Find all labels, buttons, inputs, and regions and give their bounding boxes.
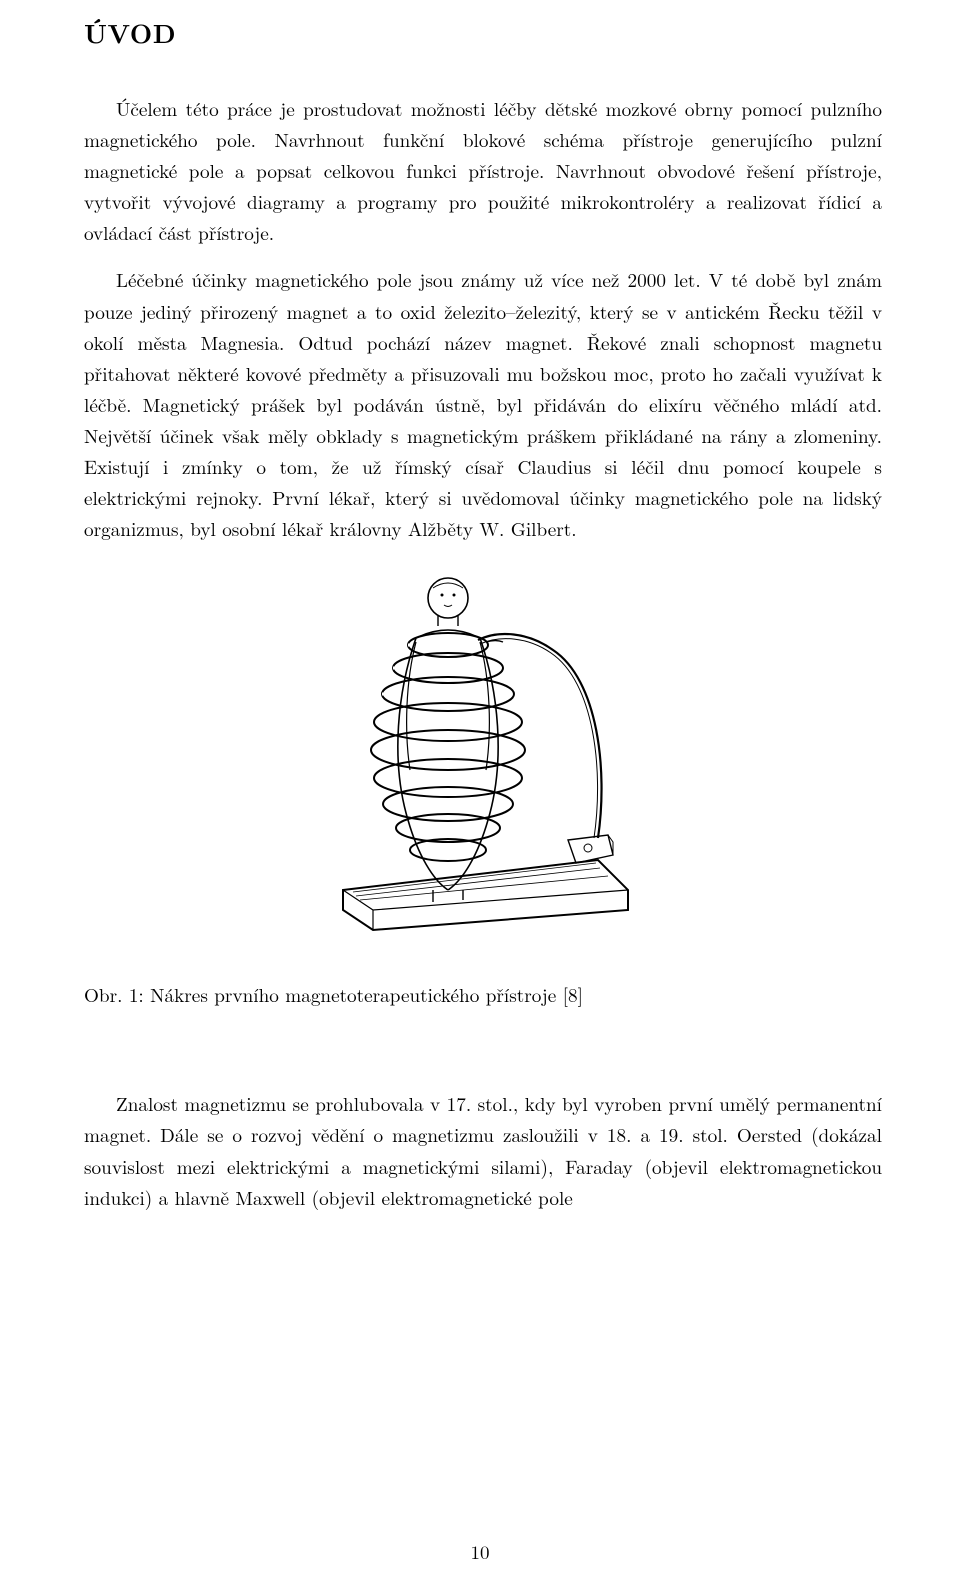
- figure-caption: Obr. 1: Nákres prvního magnetoterapeutic…: [84, 980, 882, 1008]
- paragraph-history: Znalost magnetizmu se prohlubovala v 17.…: [84, 1088, 882, 1212]
- paragraph-intro-1: Účelem této práce je prostudovat možnost…: [84, 93, 882, 248]
- page-number: 10: [0, 1538, 960, 1565]
- section-heading: ÚVOD: [84, 14, 882, 51]
- paragraph-intro-2: Léčebné účinky magnetického pole jsou zn…: [84, 264, 882, 544]
- magnetotherapy-device-illustration-icon: [298, 560, 668, 940]
- figure-container: [84, 560, 882, 940]
- document-page: ÚVOD Účelem této práce je prostudovat mo…: [0, 0, 960, 1587]
